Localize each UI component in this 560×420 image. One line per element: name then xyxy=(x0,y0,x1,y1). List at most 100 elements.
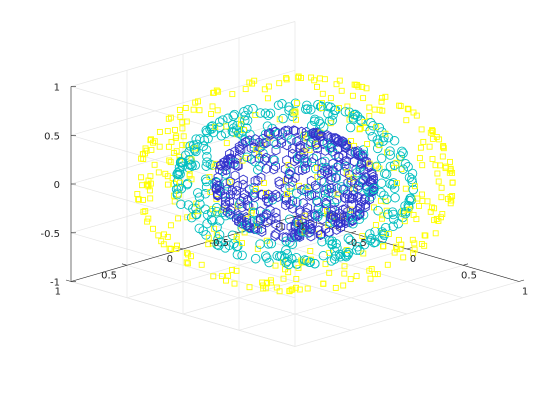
data-point-hexagon xyxy=(293,135,303,147)
data-point-circle xyxy=(221,210,231,221)
data-point-hexagon xyxy=(253,175,263,186)
data-point-circle xyxy=(263,239,274,249)
data-point-square xyxy=(346,176,353,183)
data-point-hexagon xyxy=(266,214,276,226)
data-point-circle xyxy=(358,145,369,155)
data-point-hexagon xyxy=(238,174,248,185)
data-point-hexagon xyxy=(361,156,371,167)
data-point-hexagon xyxy=(232,153,242,165)
data-point-circle xyxy=(242,115,253,126)
x-tick xyxy=(350,231,357,234)
data-point-hexagon xyxy=(271,126,281,137)
data-point-square xyxy=(292,109,299,116)
data-point-circle xyxy=(201,182,212,192)
data-point-square xyxy=(167,246,174,253)
data-point-square xyxy=(420,138,427,145)
data-point-circle xyxy=(308,153,319,164)
data-point-square xyxy=(213,87,220,94)
left-wall-grid-line xyxy=(70,69,296,136)
data-point-hexagon xyxy=(322,183,332,195)
x-tick-label: -0.5 xyxy=(347,238,367,249)
data-point-circle xyxy=(245,129,255,140)
data-point-square xyxy=(147,195,154,202)
data-point-hexagon xyxy=(305,218,315,230)
y-tick-label: -1 xyxy=(275,222,285,233)
data-point-square xyxy=(326,269,333,276)
data-point-square xyxy=(298,75,304,81)
data-point-hexagon xyxy=(297,184,307,196)
data-point-circle xyxy=(214,117,225,127)
data-point-circle xyxy=(356,116,366,126)
data-point-hexagon xyxy=(306,231,316,242)
data-point-square xyxy=(314,83,320,90)
data-point-circle xyxy=(365,229,375,239)
data-point-hexagon xyxy=(361,199,371,210)
data-point-square xyxy=(318,105,325,111)
data-point-square xyxy=(382,93,389,100)
data-point-hexagon xyxy=(340,156,350,167)
data-point-square xyxy=(156,143,163,150)
data-point-hexagon xyxy=(326,183,336,194)
data-point-circle xyxy=(201,176,212,187)
data-point-hexagon xyxy=(255,142,265,153)
data-point-hexagon xyxy=(332,133,342,145)
data-point-hexagon xyxy=(269,164,279,175)
data-point-circle xyxy=(403,162,413,172)
data-point-circle xyxy=(240,110,250,121)
data-point-square xyxy=(285,269,292,276)
data-point-circle xyxy=(194,192,205,202)
data-point-square xyxy=(344,103,351,110)
data-point-square xyxy=(327,95,334,102)
data-point-circle xyxy=(262,253,272,263)
data-point-hexagon xyxy=(271,228,281,240)
data-point-hexagon xyxy=(353,146,363,157)
data-point-square xyxy=(209,103,216,110)
data-point-hexagon xyxy=(314,225,324,236)
data-point-square xyxy=(167,222,174,229)
data-point-circle xyxy=(291,188,302,199)
data-point-square xyxy=(268,279,275,286)
data-point-hexagon xyxy=(218,165,227,177)
x-tick xyxy=(518,279,525,282)
data-point-circle xyxy=(377,127,387,137)
data-point-circle xyxy=(214,229,225,240)
data-point-circle xyxy=(201,145,212,155)
data-point-circle xyxy=(191,146,201,157)
floor-grid-line xyxy=(294,281,520,347)
tick-labels-layer: -1-0.500.51-1-0.500.51-1-0.500.51 xyxy=(40,83,528,298)
data-point-square xyxy=(395,236,402,243)
data-point-square xyxy=(438,194,445,201)
data-point-square xyxy=(321,76,328,83)
data-point-square xyxy=(449,169,456,176)
data-point-square xyxy=(447,194,454,200)
data-point-square xyxy=(364,141,371,147)
data-point-square xyxy=(242,86,249,93)
data-point-square xyxy=(140,196,146,203)
left-wall-grid-line xyxy=(70,21,296,87)
data-point-hexagon xyxy=(360,192,370,204)
data-point-square xyxy=(409,236,416,243)
data-point-square xyxy=(182,105,189,111)
data-point-circle xyxy=(355,115,366,125)
data-point-hexagon xyxy=(230,170,240,181)
data-point-square xyxy=(174,242,180,249)
data-point-square xyxy=(393,180,400,187)
data-point-square xyxy=(198,261,205,268)
data-point-square xyxy=(393,159,400,166)
data-point-square xyxy=(338,87,345,94)
data-point-hexagon xyxy=(330,197,340,208)
data-point-square xyxy=(196,107,203,114)
data-point-square xyxy=(437,162,443,169)
data-point-circle xyxy=(203,133,213,144)
data-point-hexagon xyxy=(238,139,248,150)
data-point-circle xyxy=(389,136,400,146)
data-point-hexagon xyxy=(307,223,317,234)
data-point-circle xyxy=(185,155,195,165)
data-point-square xyxy=(283,75,290,82)
data-point-circle xyxy=(243,105,253,115)
data-point-square xyxy=(293,100,300,107)
data-point-square xyxy=(340,282,347,289)
data-point-circle xyxy=(237,250,247,261)
data-point-hexagon xyxy=(334,152,344,163)
data-point-square xyxy=(218,273,225,280)
